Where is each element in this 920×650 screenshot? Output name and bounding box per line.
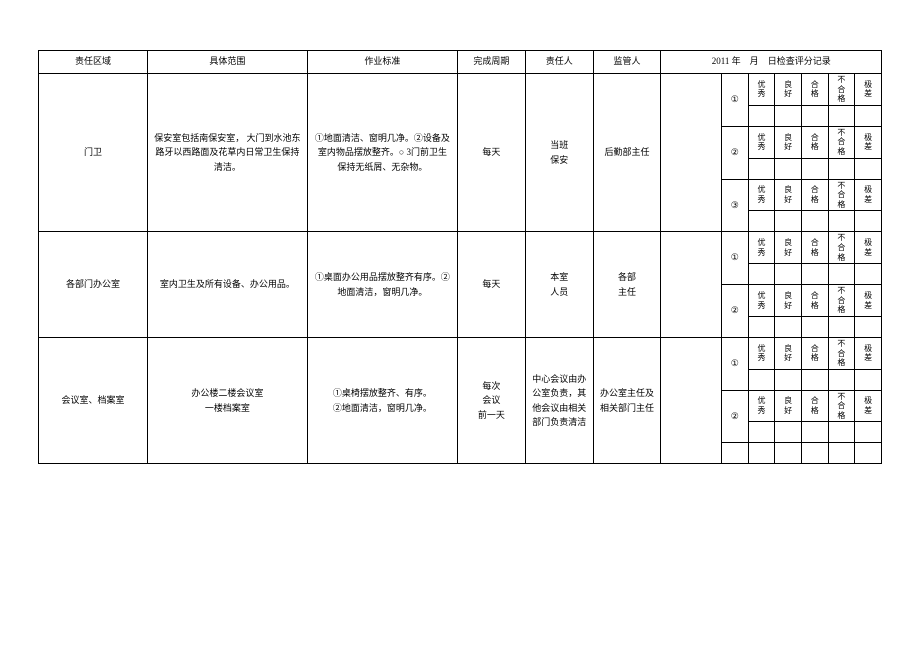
header-row: 责任区域 具体范围 作业标准 完成周期 责任人 监管人 2011 年 月 日检查… [39,51,882,74]
cell-supervisor: 各部 主任 [593,232,661,338]
rating-num: ② [722,126,749,179]
table-row: 各部门办公室 室内卫生及所有设备、办公用品。 ①桌面办公用品摆放整齐有序。②地面… [39,232,882,264]
rating-label: 极 差 [855,74,882,106]
cell-cycle: 每天 [458,74,526,232]
rating-num: ③ [722,179,749,232]
rating-label: 不 合 格 [828,74,855,106]
cell-responsible: 本室 人员 [525,232,593,338]
header-responsible: 责任人 [525,51,593,74]
cell-standard: ①地面清洁、窗明几净。②设备及室内物品摆放整齐。○ 3门前卫生保持无纸屑、无杂物… [307,74,457,232]
cell-standard: ①桌面办公用品摆放整齐有序。②地面清洁，窗明几净。 [307,232,457,338]
header-area: 责任区域 [39,51,148,74]
rating-num: ① [722,232,749,285]
rating-num: ① [722,337,749,390]
rating-label: 优 秀 [748,74,775,106]
cell-scope: 室内卫生及所有设备、办公用品。 [147,232,307,338]
cell-supervisor: 后勤部主任 [593,74,661,232]
rating-num: ② [722,285,749,338]
inspection-table: 责任区域 具体范围 作业标准 完成周期 责任人 监管人 2011 年 月 日检查… [38,50,882,464]
header-date: 2011 年 月 日检查评分记录 [661,51,882,74]
cell-date-blank [661,232,722,338]
cell-cycle: 每天 [458,232,526,338]
cell-date-blank [661,74,722,232]
cell-area: 各部门办公室 [39,232,148,338]
cell-responsible: 当班 保安 [525,74,593,232]
cell-responsible: 中心会议由办公室负责，其他会议由相关部门负责清洁 [525,337,593,464]
header-standard: 作业标准 [307,51,457,74]
cell-scope: 办公楼二楼会议室 一楼档案室 [147,337,307,464]
header-scope: 具体范围 [147,51,307,74]
cell-scope: 保安室包括南保安室， 大门到水池东路牙以西路面及花草内日常卫生保持清洁。 [147,74,307,232]
table-row: 门卫 保安室包括南保安室， 大门到水池东路牙以西路面及花草内日常卫生保持清洁。 … [39,74,882,106]
cell-cycle: 每次 会议 前一天 [458,337,526,464]
rating-num: ② [722,390,749,443]
cell-area: 门卫 [39,74,148,232]
table-row: 会议室、档案室 办公楼二楼会议室 一楼档案室 ①桌椅摆放整齐、有序。 ②地面清洁… [39,337,882,369]
rating-num: ① [722,74,749,127]
header-supervisor: 监管人 [593,51,661,74]
cell-area: 会议室、档案室 [39,337,148,464]
rating-num [722,443,749,464]
cell-date-blank [661,337,722,464]
rating-label: 合 格 [801,74,828,106]
cell-standard: ①桌椅摆放整齐、有序。 ②地面清洁，窗明几净。 [307,337,457,464]
header-cycle: 完成周期 [458,51,526,74]
rating-label: 良 好 [775,74,802,106]
cell-supervisor: 办公室主任及相关部门主任 [593,337,661,464]
